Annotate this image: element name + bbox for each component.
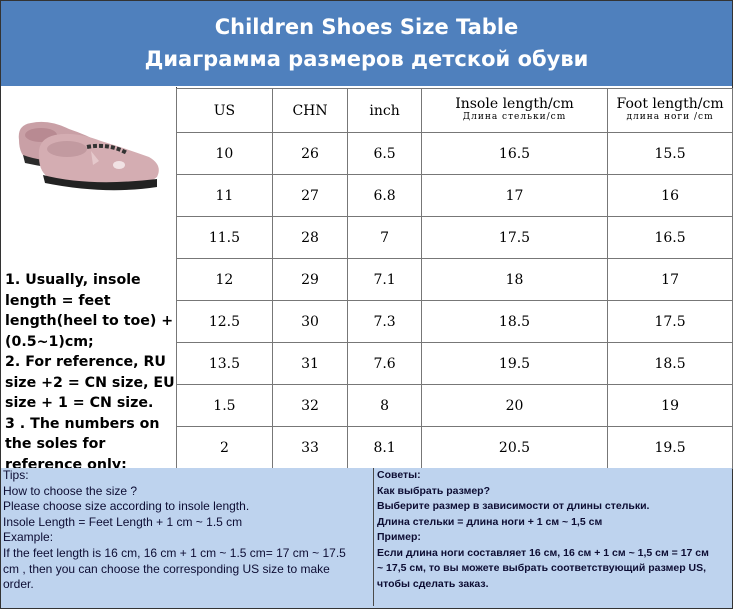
table-row: 11.5 28 7 17.5 16.5 (176, 216, 733, 259)
cell-foot: 15.5 (607, 132, 733, 175)
header-inch: inch (347, 88, 422, 133)
tips-ru-line: ~ 17,5 см, то вы можете выбрать соответс… (377, 562, 707, 574)
tips-section: Tips: How to choose the size ? Please ch… (1, 468, 732, 608)
table-row: 11 27 6.8 17 16 (176, 174, 733, 217)
cell-foot: 19 (607, 384, 733, 427)
cell-inch: 7 (347, 216, 422, 259)
cell-chn: 27 (271, 174, 349, 217)
tips-russian: Советы: Как выбрать размер? Выберите раз… (377, 468, 731, 592)
tips-ru-line: чтобы сделать заказ. (377, 577, 489, 590)
table-row: 13.5 31 7.6 19.5 18.5 (176, 342, 733, 385)
cell-us: 11 (176, 174, 273, 217)
cell-foot: 16 (607, 174, 733, 217)
cell-inch: 7.3 (347, 300, 422, 343)
shoe-image (18, 121, 159, 191)
tips-en-line: How to choose the size ? (3, 483, 138, 498)
cell-us: 1.5 (176, 384, 273, 427)
header-foot-ru: длина ноги /cm (626, 111, 714, 122)
header-insole-ru: Длина стельки/cm (462, 111, 567, 122)
tips-en-line: order. (3, 577, 34, 592)
cell-chn: 29 (271, 258, 349, 301)
tips-ru-line: Пример: (377, 531, 421, 543)
cell-chn: 33 (271, 426, 349, 469)
table-header-row: US CHN inch Insole length/cm Длина стель… (176, 88, 733, 133)
note-3: 3 . The numbers on the soles for referen… (5, 415, 160, 473)
cell-inch: 7.1 (347, 258, 422, 301)
size-table: US CHN inch Insole length/cm Длина стель… (176, 88, 733, 469)
cell-us: 2 (176, 426, 273, 469)
tips-en-line: Insole Length = Feet Length + 1 cm ~ 1.5… (3, 514, 243, 529)
tips-ru-line: Как выбрать размер? (377, 484, 490, 497)
size-notes: 1. Usually, insole length = feet length(… (5, 270, 177, 475)
cell-insole: 17 (420, 174, 609, 217)
cell-insole: 16.5 (420, 132, 609, 175)
header-us: US (176, 88, 273, 133)
header-insole-en: Insole length/cm (455, 95, 574, 112)
cell-inch: 6.8 (347, 174, 422, 217)
title-russian: Диаграмма размеров детской обуви (144, 47, 589, 71)
tips-en-line: Tips: (3, 468, 29, 482)
cell-insole: 20 (420, 384, 609, 427)
cell-foot: 18.5 (607, 342, 733, 385)
cell-insole: 18.5 (420, 300, 609, 343)
header-chn: CHN (271, 88, 349, 133)
header-foot-en: Foot length/cm (616, 95, 724, 112)
tips-ru-line: Если длина ноги составляет 16 см, 16 см … (377, 546, 709, 559)
note-2: 2. For reference, RU size +2 = CN size, … (5, 354, 175, 411)
cell-us: 11.5 (176, 216, 273, 259)
cell-inch: 8.1 (347, 426, 422, 469)
table-row: 12.5 30 7.3 18.5 17.5 (176, 300, 733, 343)
tips-en-line: Example: (3, 530, 54, 545)
tips-en-line: If the feet length is 16 cm, 16 cm + 1 c… (3, 545, 346, 560)
tips-ru-line: Длина стельки = длина ноги + 1 см ~ 1,5 … (377, 515, 603, 528)
title-english: Children Shoes Size Table (214, 15, 519, 39)
cell-insole: 20.5 (420, 426, 609, 469)
cell-insole: 17.5 (420, 216, 609, 259)
note-1: 1. Usually, insole length = feet length(… (5, 272, 174, 350)
cell-inch: 7.6 (347, 342, 422, 385)
cell-foot: 17 (607, 258, 733, 301)
header-banner: Children Shoes Size Table Диаграмма разм… (1, 1, 732, 86)
cell-inch: 6.5 (347, 132, 422, 175)
table-row: 2 33 8.1 20.5 19.5 (176, 426, 733, 469)
cell-chn: 28 (271, 216, 349, 259)
left-panel: 1. Usually, insole length = feet length(… (1, 87, 177, 473)
tips-en-line: Please choose size according to insole l… (3, 499, 250, 514)
cell-us: 13.5 (176, 342, 273, 385)
header-foot: Foot length/cm длина ноги /cm (607, 88, 733, 133)
tips-english: Tips: How to choose the size ? Please ch… (3, 468, 374, 606)
cell-foot: 16.5 (607, 216, 733, 259)
tips-ru-line: Выберите размер в зависимости от длины с… (377, 500, 650, 512)
cell-inch: 8 (347, 384, 422, 427)
cell-insole: 19.5 (420, 342, 609, 385)
cell-foot: 19.5 (607, 426, 733, 469)
cell-chn: 26 (271, 132, 349, 175)
cell-us: 12.5 (176, 300, 273, 343)
cell-us: 12 (176, 258, 273, 301)
table-row: 12 29 7.1 18 17 (176, 258, 733, 301)
cell-chn: 32 (271, 384, 349, 427)
table-row: 10 26 6.5 16.5 15.5 (176, 132, 733, 175)
cell-us: 10 (176, 132, 273, 175)
cell-chn: 31 (271, 342, 349, 385)
header-insole: Insole length/cm Длина стельки/cm (420, 88, 609, 133)
tips-ru-line: Советы: (377, 469, 421, 481)
cell-chn: 30 (271, 300, 349, 343)
table-row: 1.5 32 8 20 19 (176, 384, 733, 427)
tips-en-line: cm , then you can choose the correspondi… (3, 561, 330, 576)
cell-insole: 18 (420, 258, 609, 301)
cell-foot: 17.5 (607, 300, 733, 343)
